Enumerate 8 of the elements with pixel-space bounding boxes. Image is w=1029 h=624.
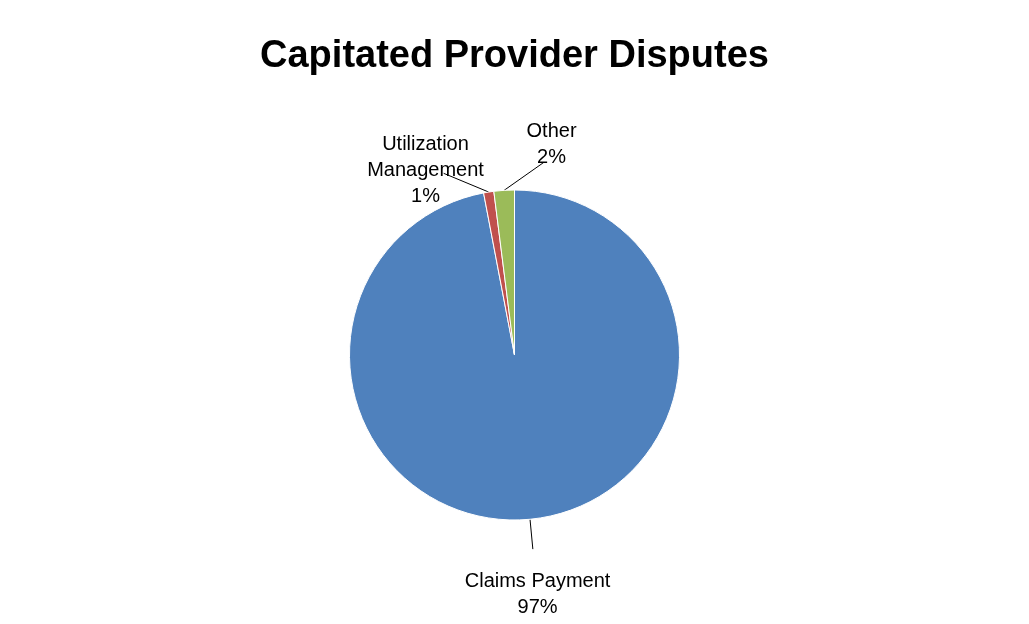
data-label: 1% <box>411 183 441 206</box>
slice-label: Other <box>526 118 577 141</box>
data-label: 2% <box>537 144 567 167</box>
data-label: 97% <box>517 594 558 617</box>
slice-label: Utilization Management <box>367 131 485 180</box>
pie-slice <box>349 189 680 521</box>
slice-label: Claims Payment <box>464 568 611 591</box>
chart-title: Capitated Provider Disputes <box>260 33 769 75</box>
